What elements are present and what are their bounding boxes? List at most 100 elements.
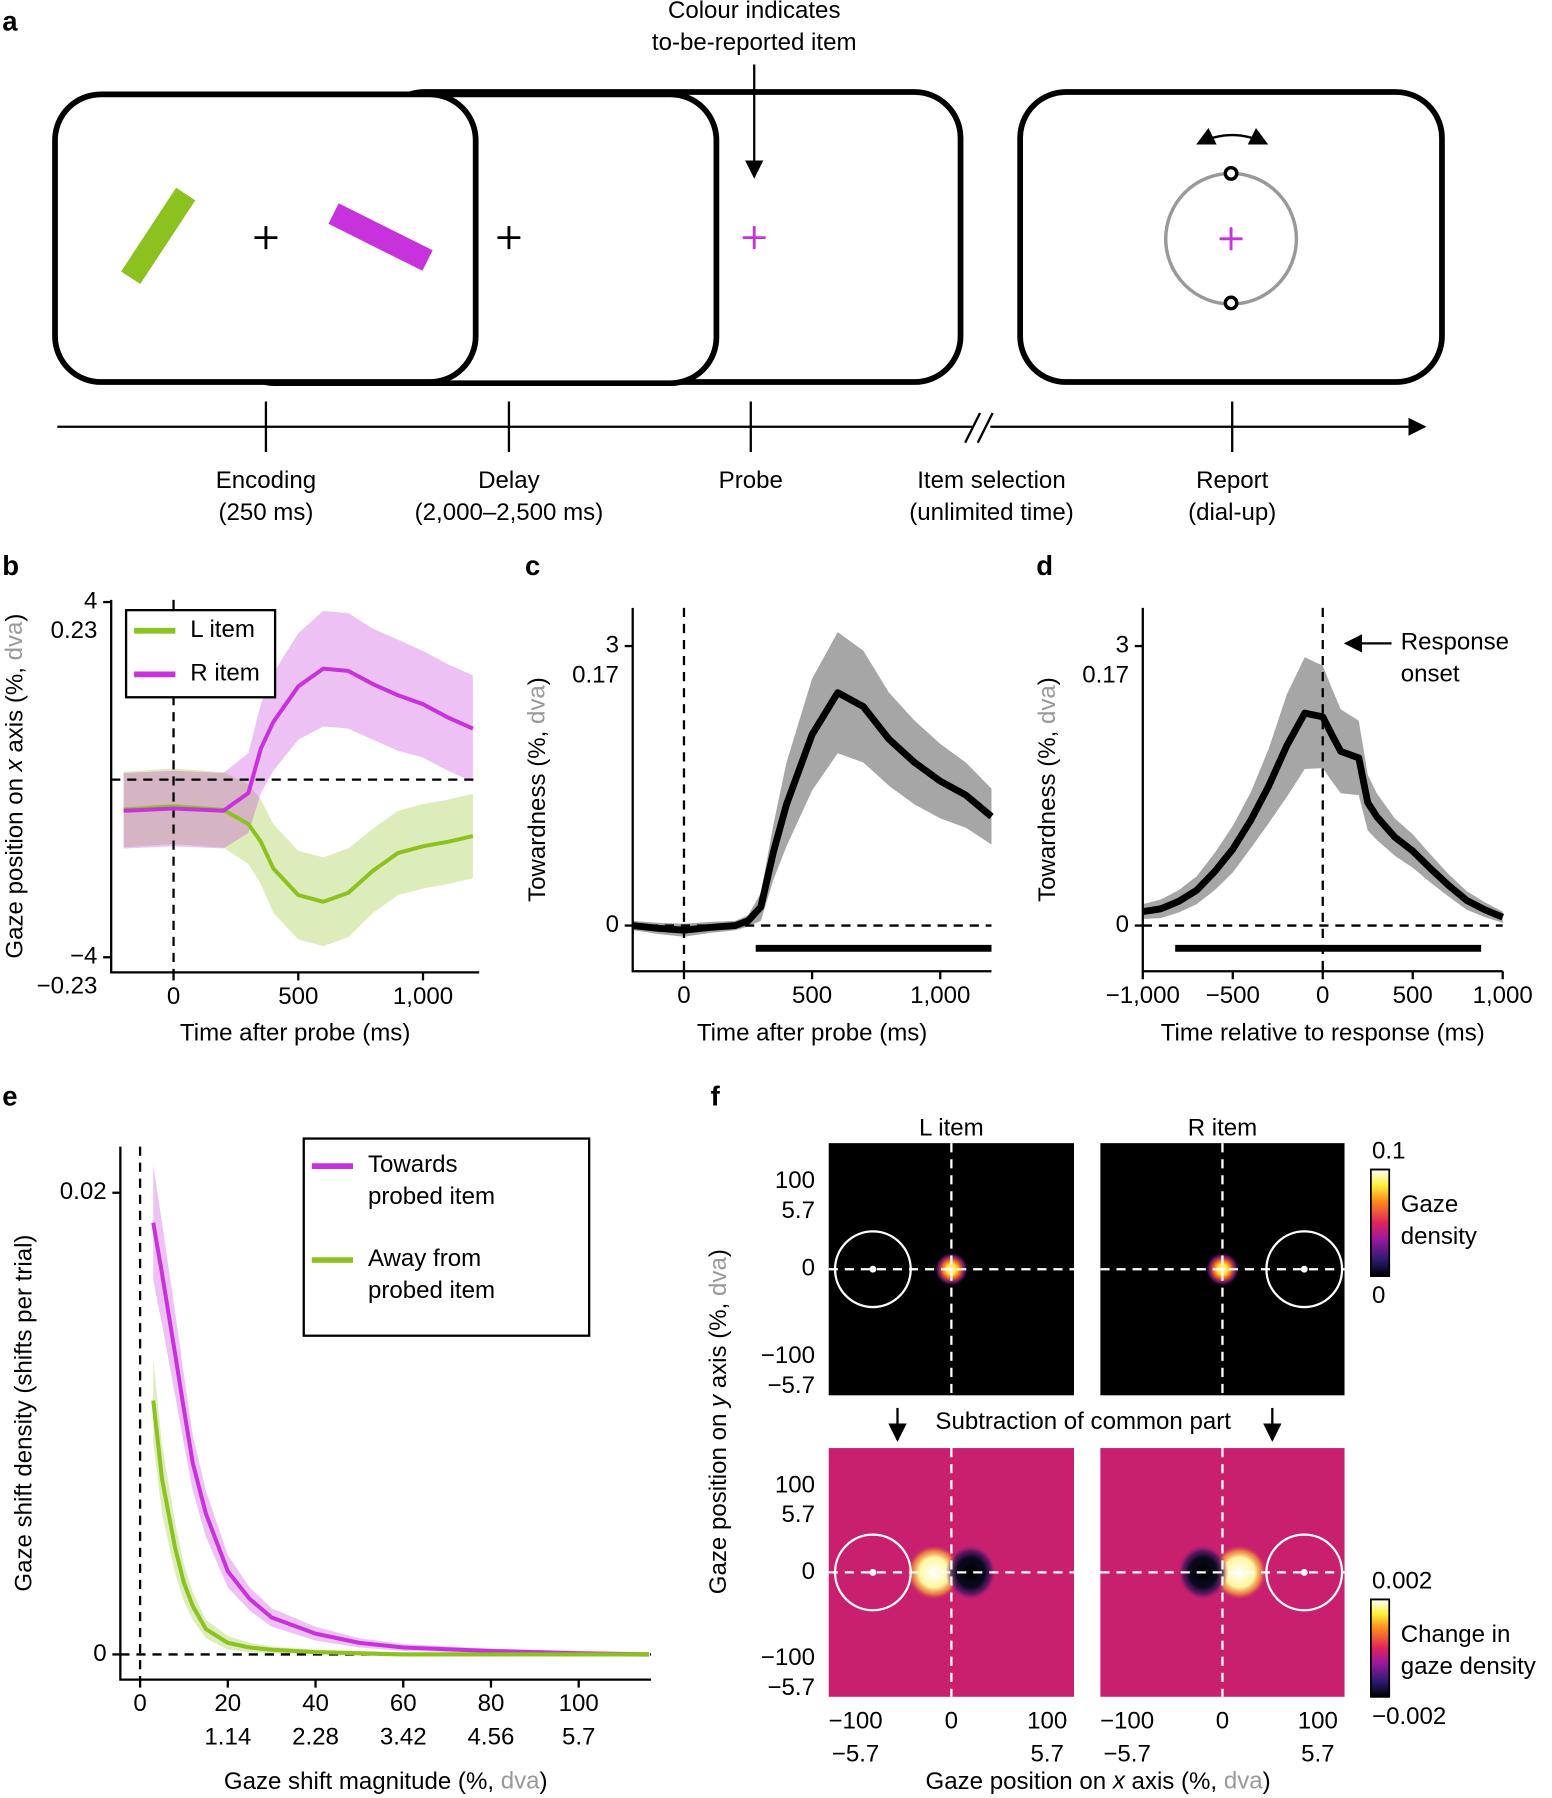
axis: [110, 599, 480, 974]
x2-tick-label: 3.42: [380, 1723, 427, 1750]
x-tick-label: −100: [828, 1707, 882, 1734]
y-axis-label: Gaze position on y axis (%, dva): [705, 1249, 732, 1594]
panel-letter: b: [2, 550, 19, 581]
error-band: [153, 1358, 649, 1657]
colorbar: [1370, 1168, 1391, 1277]
y-tick-label: −100: [761, 1342, 815, 1369]
y-axis-label: Towardness (%, dva): [524, 677, 551, 902]
panel-letter: a: [2, 6, 18, 37]
stage-name: Encoding: [216, 467, 316, 494]
y2-tick-label: −5.7: [767, 1674, 815, 1701]
colorbar: [1370, 1598, 1391, 1698]
axis: [631, 607, 992, 973]
item-location: [1265, 1533, 1344, 1612]
y2-tick-label: 0.23: [51, 617, 98, 644]
y2-tick-label: 5.7: [782, 1501, 815, 1528]
y-tick-label: 0.02: [60, 1178, 107, 1205]
annotation: Subtraction of common part: [935, 1408, 1231, 1435]
x-axis-label: Time after probe (ms): [180, 1020, 410, 1047]
timeline-tick: [264, 401, 1234, 452]
timeline-break: [964, 412, 994, 444]
stage-detail: (unlimited time): [909, 499, 1073, 526]
x2-tick-label: 5.7: [1030, 1741, 1063, 1768]
axis: [119, 1146, 652, 1681]
y2-tick-label: −0.23: [37, 972, 98, 999]
x2-tick-label: 2.28: [292, 1723, 339, 1750]
item-location: [833, 1230, 912, 1309]
x-axis-label: Gaze shift magnitude (%, dva): [224, 1768, 548, 1795]
legend-box: [124, 609, 277, 699]
stage-name: Probe: [719, 467, 783, 494]
item-center: [869, 1568, 877, 1576]
line: [632, 689, 994, 934]
x-tick-label: 60: [390, 1690, 417, 1717]
y-tick-label: 3: [606, 631, 619, 658]
x-axis-label: Time relative to response (ms): [1161, 1020, 1485, 1047]
panel-title: R item: [1188, 1115, 1258, 1142]
legend-box: [302, 1137, 591, 1337]
x-tick-label: 100: [559, 1690, 599, 1717]
item-center: [869, 1265, 877, 1273]
y-axis-label: Gaze shift density (shifts per trial): [11, 1235, 38, 1592]
x-tick-label: 80: [478, 1690, 505, 1717]
y-tick-label: −100: [761, 1644, 815, 1671]
y2-tick-label: 5.7: [782, 1197, 815, 1224]
x2-tick-label: −5.7: [832, 1741, 880, 1768]
x-tick-label: 0: [133, 1690, 146, 1717]
fixation-cross-probe: [742, 226, 1243, 251]
legend-label: R item: [190, 660, 260, 687]
y-tick-label: 4: [84, 587, 97, 614]
error-band: [123, 610, 473, 849]
x2-tick-label: 4.56: [468, 1723, 515, 1750]
x-tick-label: 100: [1298, 1707, 1338, 1734]
line: [123, 666, 474, 813]
stage-name: Delay: [478, 467, 540, 494]
line: [123, 804, 474, 904]
stage-detail: (dial-up): [1188, 499, 1276, 526]
y-tick-label: 0: [606, 911, 619, 938]
x2-tick-label: 5.7: [1301, 1741, 1334, 1768]
x-axis-label: Time after probe (ms): [697, 1020, 927, 1047]
panel-letter: c: [525, 550, 540, 581]
y-tick-label: 100: [775, 1471, 815, 1498]
heat-blob: [1205, 1252, 1240, 1287]
y2-tick-label: 0.17: [572, 661, 619, 688]
stage-detail: (2,000–2,500 ms): [415, 499, 604, 526]
left-item: [121, 187, 196, 285]
error-band: [123, 768, 473, 947]
x2-tick-label: 5.7: [562, 1723, 595, 1750]
x-tick-label: 1,000: [910, 982, 970, 1009]
x-tick-label: 40: [302, 1690, 329, 1717]
y2-tick-label: 0.17: [1082, 661, 1129, 688]
item-center: [1300, 1568, 1308, 1576]
y-tick-label: 0: [1116, 911, 1129, 938]
colorbar-min: 0: [1372, 1282, 1385, 1309]
x-tick-label: 0: [1216, 1707, 1229, 1734]
heat-blob: [1212, 1544, 1268, 1600]
colorbar-min: −0.002: [1372, 1703, 1446, 1730]
x-tick-label: 100: [1027, 1707, 1067, 1734]
y-tick-label: −4: [70, 943, 97, 970]
stage-name: Report: [1196, 467, 1269, 494]
x-tick-label: 0: [1316, 982, 1329, 1009]
x2-tick-label: 1.14: [204, 1723, 251, 1750]
panel-title: L item: [919, 1115, 984, 1142]
error-band: [1142, 657, 1503, 923]
panel-letter: e: [2, 1081, 17, 1112]
line: [1142, 709, 1505, 921]
item-location: [833, 1533, 912, 1612]
x-tick-label: 0: [167, 983, 180, 1010]
annotation: Response onset: [1401, 629, 1509, 688]
dial-handle: [1223, 165, 1239, 181]
y-axis-label: Towardness (%, dva): [1034, 677, 1061, 902]
legend-label: L item: [190, 616, 255, 643]
stage-name: Item selection: [917, 467, 1065, 494]
legend-label: Towards probed item: [368, 1151, 495, 1210]
x-tick-label: 500: [792, 982, 832, 1009]
item-center: [1300, 1265, 1308, 1273]
x-tick-label: 1,000: [1473, 982, 1533, 1009]
x-tick-label: −500: [1206, 982, 1260, 1009]
annotation: Colour indicates to-be-reported item: [652, 0, 857, 56]
x2-tick-label: −5.7: [1103, 1741, 1151, 1768]
rotate-arrow: [1196, 128, 1269, 145]
